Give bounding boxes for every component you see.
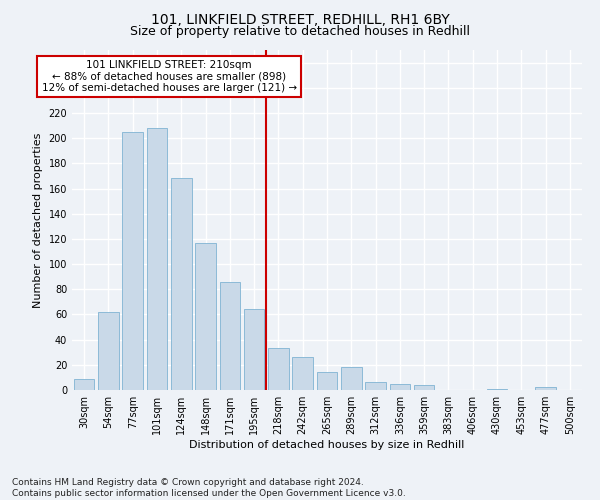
X-axis label: Distribution of detached houses by size in Redhill: Distribution of detached houses by size … [190,440,464,450]
Bar [292,358,313,390]
Bar [487,388,508,390]
Bar [414,385,434,390]
Text: Size of property relative to detached houses in Redhill: Size of property relative to detached ho… [130,25,470,38]
Text: Contains HM Land Registry data © Crown copyright and database right 2024.
Contai: Contains HM Land Registry data © Crown c… [12,478,406,498]
Bar [146,128,167,390]
Bar [195,242,216,390]
Bar [74,378,94,390]
Bar [535,388,556,390]
Text: 101, LINKFIELD STREET, REDHILL, RH1 6BY: 101, LINKFIELD STREET, REDHILL, RH1 6BY [151,12,449,26]
Bar [171,178,191,390]
Bar [341,368,362,390]
Bar [220,282,240,390]
Bar [98,312,119,390]
Bar [365,382,386,390]
Bar [389,384,410,390]
Y-axis label: Number of detached properties: Number of detached properties [33,132,43,308]
Bar [268,348,289,390]
Bar [244,310,265,390]
Bar [317,372,337,390]
Bar [122,132,143,390]
Text: 101 LINKFIELD STREET: 210sqm
← 88% of detached houses are smaller (898)
12% of s: 101 LINKFIELD STREET: 210sqm ← 88% of de… [41,60,297,94]
